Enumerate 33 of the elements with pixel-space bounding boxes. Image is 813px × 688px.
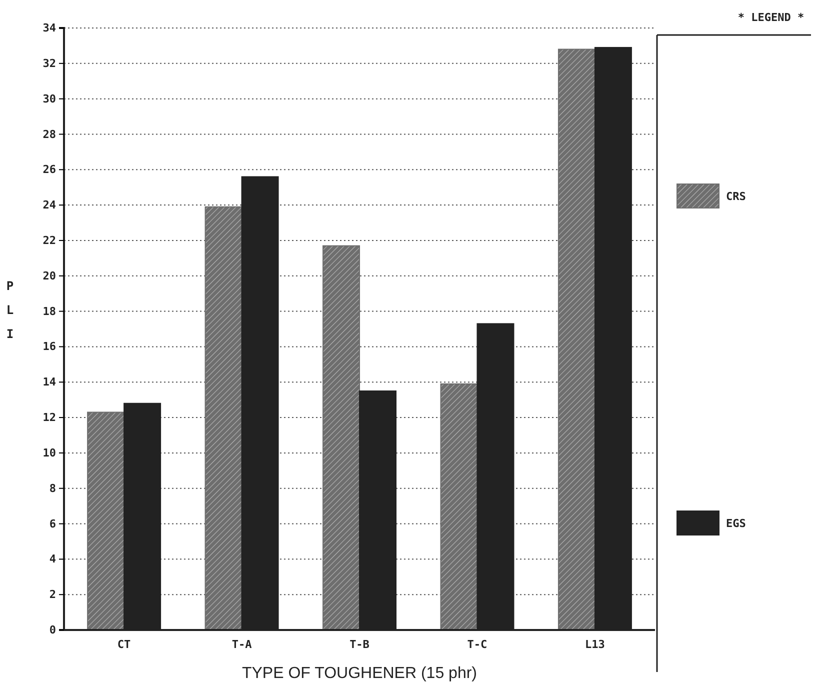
y-tick-label: 24 — [42, 198, 56, 212]
y-tick-label: 16 — [42, 340, 56, 354]
x-tick-label: T-B — [350, 638, 370, 651]
y-tick-label: 10 — [42, 446, 56, 460]
y-tick-label: 12 — [42, 411, 56, 424]
y-tick-label: 22 — [42, 234, 56, 247]
y-tick-label: 14 — [42, 376, 56, 389]
x-tick-label: T-C — [467, 638, 488, 651]
x-axis-title: TYPE OF TOUGHENER (15 phr) — [242, 665, 478, 682]
bar — [440, 383, 478, 630]
x-tick-label: L13 — [585, 638, 605, 651]
y-tick-label: 8 — [49, 482, 56, 495]
y-tick-label: 0 — [49, 624, 56, 637]
legend-label: CRS — [726, 190, 746, 203]
y-tick-label: 20 — [42, 269, 56, 282]
legend-title: * LEGEND * — [738, 11, 804, 24]
bar — [204, 206, 242, 630]
bar — [87, 412, 125, 630]
x-tick-label: CT — [117, 638, 132, 651]
y-tick-label: 2 — [49, 588, 56, 602]
y-tick-label: 30 — [42, 92, 56, 106]
legend-label: EGS — [726, 517, 746, 530]
y-tick-label: 18 — [42, 304, 56, 318]
y-tick-label: 26 — [42, 163, 56, 176]
y-tick-label: 28 — [42, 128, 56, 141]
y-axis-title: P L I — [6, 279, 14, 341]
y-tick-label: 32 — [42, 56, 56, 70]
x-tick-label: T-A — [232, 638, 252, 651]
y-tick-label: 34 — [42, 22, 56, 35]
bar — [558, 48, 596, 630]
bar — [322, 245, 360, 630]
y-tick-label: 6 — [49, 517, 56, 530]
y-tick-label: 4 — [49, 552, 56, 566]
